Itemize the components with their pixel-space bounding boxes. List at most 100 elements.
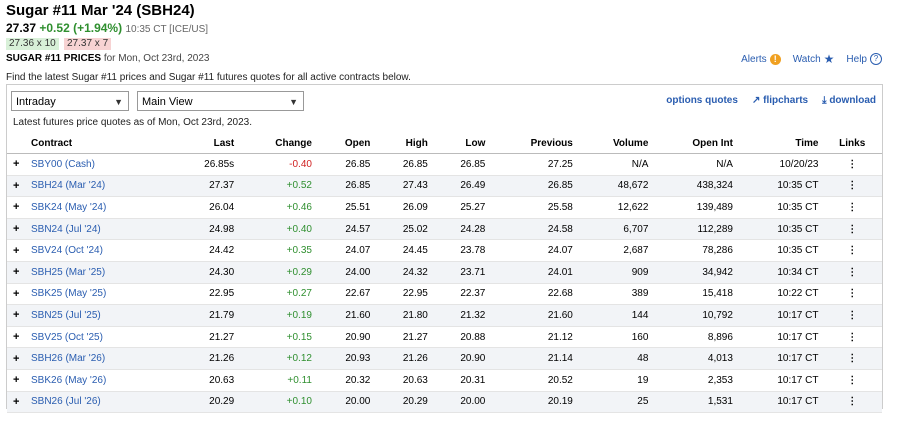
low-cell: 26.85 <box>431 153 490 176</box>
watch-link[interactable]: Watch ★ <box>793 52 835 66</box>
contract-link[interactable]: SBH26 (Mar '26) <box>27 347 172 370</box>
more-options-icon[interactable]: ⋮ <box>822 261 882 284</box>
flipcharts-link[interactable]: ↗ flipcharts <box>752 95 808 106</box>
download-link[interactable]: ⤓ download <box>822 95 876 106</box>
contract-link[interactable]: SBN24 (Jul '24) <box>27 218 172 241</box>
header-low[interactable]: Low <box>431 133 490 154</box>
view-select[interactable]: Main View ▼ <box>137 91 304 111</box>
change-cell: -0.40 <box>238 153 316 176</box>
last-cell: 26.85s <box>171 153 239 176</box>
expand-plus-icon[interactable]: + <box>7 304 27 327</box>
quotes-panel: Intraday ▼ Main View ▼ options quotes ↗ … <box>6 84 883 414</box>
header-open-int[interactable]: Open Int <box>652 133 737 154</box>
contract-link[interactable]: SBV25 (Oct '25) <box>27 326 172 349</box>
last-cell: 22.95 <box>171 283 239 306</box>
volume-cell: 12,622 <box>576 196 653 219</box>
contract-link[interactable]: SBN25 (Jul '25) <box>27 304 172 327</box>
time-cell: 10:35 CT <box>736 175 823 198</box>
change-cell: +0.35 <box>238 239 316 262</box>
time-cell: 10:17 CT <box>736 347 823 370</box>
contract-link[interactable]: SBV24 (Oct '24) <box>27 239 172 262</box>
header-last[interactable]: Last <box>171 133 239 154</box>
time-cell: 10:22 CT <box>736 283 823 306</box>
volume-cell: N/A <box>576 153 653 176</box>
contract-link[interactable]: SBH25 (Mar '25) <box>27 261 172 284</box>
quote-line: 27.37 +0.52 (+1.94%) 10:35 CT [ICE/US] <box>6 21 208 35</box>
contract-link[interactable]: SBK24 (May '24) <box>27 196 172 219</box>
expand-plus-icon[interactable]: + <box>7 196 27 219</box>
contract-link[interactable]: SBK26 (May '26) <box>27 369 172 392</box>
table-row: + SBV25 (Oct '25) 21.27 +0.15 20.90 21.27 20.8… <box>7 326 882 349</box>
expand-plus-icon[interactable]: + <box>7 261 27 284</box>
header-time[interactable]: Time <box>736 133 823 154</box>
contract-link[interactable]: SBH24 (Mar '24) <box>27 175 172 198</box>
table-row: + SBH25 (Mar '25) 24.30 +0.29 24.00 24.32 23.7… <box>7 261 882 284</box>
header-links: Links <box>822 133 882 154</box>
expand-plus-icon[interactable]: + <box>7 326 27 349</box>
header-contract[interactable]: Contract <box>27 133 172 154</box>
expand-plus-icon[interactable]: + <box>7 347 27 370</box>
intro-text: Find the latest Sugar #11 prices and Sug… <box>6 72 411 83</box>
table-row: + SBV24 (Oct '24) 24.42 +0.35 24.07 24.45 23.7… <box>7 239 882 262</box>
expand-plus-icon[interactable]: + <box>7 369 27 392</box>
time-cell: 10:35 CT <box>736 196 823 219</box>
header-high[interactable]: High <box>374 133 432 154</box>
change-cell: +0.11 <box>238 369 316 392</box>
volume-cell: 19 <box>576 369 653 392</box>
change-cell: +0.40 <box>238 218 316 241</box>
low-cell: 22.37 <box>431 283 490 306</box>
high-cell: 21.26 <box>374 347 432 370</box>
header-change[interactable]: Change <box>238 133 316 154</box>
contract-link[interactable]: SBK25 (May '25) <box>27 283 172 306</box>
header-expand <box>7 133 27 154</box>
flipcharts-label: flipcharts <box>763 95 809 106</box>
quotes-table: Contract Last Change Open High Low Previ… <box>7 133 882 414</box>
table-row: + SBK26 (May '26) 20.63 +0.11 20.32 20.63 20.3… <box>7 369 882 392</box>
high-cell: 22.95 <box>374 283 432 306</box>
more-options-icon[interactable]: ⋮ <box>822 304 882 327</box>
header-previous[interactable]: Previous <box>489 133 577 154</box>
expand-plus-icon[interactable]: + <box>7 391 27 414</box>
table-row: + SBN25 (Jul '25) 21.79 +0.19 21.60 21.80 21.3… <box>7 304 882 327</box>
open-cell: 20.93 <box>315 347 375 370</box>
more-options-icon[interactable]: ⋮ <box>822 369 882 392</box>
more-options-icon[interactable]: ⋮ <box>822 175 882 198</box>
expand-plus-icon[interactable]: + <box>7 283 27 306</box>
options-quotes-link[interactable]: options quotes <box>666 95 738 106</box>
open-int-cell: 4,013 <box>652 347 737 370</box>
more-options-icon[interactable]: ⋮ <box>822 347 882 370</box>
contract-link[interactable]: SBY00 (Cash) <box>27 153 172 176</box>
volume-cell: 389 <box>576 283 653 306</box>
more-options-icon[interactable]: ⋮ <box>822 283 882 306</box>
more-options-icon[interactable]: ⋮ <box>822 153 882 176</box>
more-options-icon[interactable]: ⋮ <box>822 326 882 349</box>
header-open[interactable]: Open <box>315 133 375 154</box>
previous-cell: 24.58 <box>489 218 577 241</box>
volume-cell: 48,672 <box>576 175 653 198</box>
more-options-icon[interactable]: ⋮ <box>822 218 882 241</box>
help-link[interactable]: Help ? <box>846 53 882 65</box>
high-cell: 21.80 <box>374 304 432 327</box>
open-int-cell: 2,353 <box>652 369 737 392</box>
header-volume[interactable]: Volume <box>576 133 653 154</box>
more-options-icon[interactable]: ⋮ <box>822 391 882 414</box>
page-title: Sugar #11 Mar '24 (SBH24) <box>6 2 195 19</box>
expand-plus-icon[interactable]: + <box>7 218 27 241</box>
time-cell: 10:17 CT <box>736 369 823 392</box>
more-options-icon[interactable]: ⋮ <box>822 239 882 262</box>
expand-plus-icon[interactable]: + <box>7 153 27 176</box>
alerts-link[interactable]: Alerts ! <box>741 53 781 65</box>
expand-plus-icon[interactable]: + <box>7 175 27 198</box>
time-cell: 10:17 CT <box>736 304 823 327</box>
table-row: + SBH26 (Mar '26) 21.26 +0.12 20.93 21.26 20.9… <box>7 347 882 370</box>
high-cell: 26.85 <box>374 153 432 176</box>
contract-link[interactable]: SBN26 (Jul '26) <box>27 391 172 414</box>
period-select[interactable]: Intraday ▼ <box>11 91 129 111</box>
more-options-icon[interactable]: ⋮ <box>822 196 882 219</box>
previous-cell: 27.25 <box>489 153 577 176</box>
change-cell: +0.19 <box>238 304 316 327</box>
expand-plus-icon[interactable]: + <box>7 239 27 262</box>
table-row: + SBN26 (Jul '26) 20.29 +0.10 20.00 20.29 20.0… <box>7 391 882 414</box>
open-cell: 26.85 <box>315 153 375 176</box>
previous-cell: 21.14 <box>489 347 577 370</box>
